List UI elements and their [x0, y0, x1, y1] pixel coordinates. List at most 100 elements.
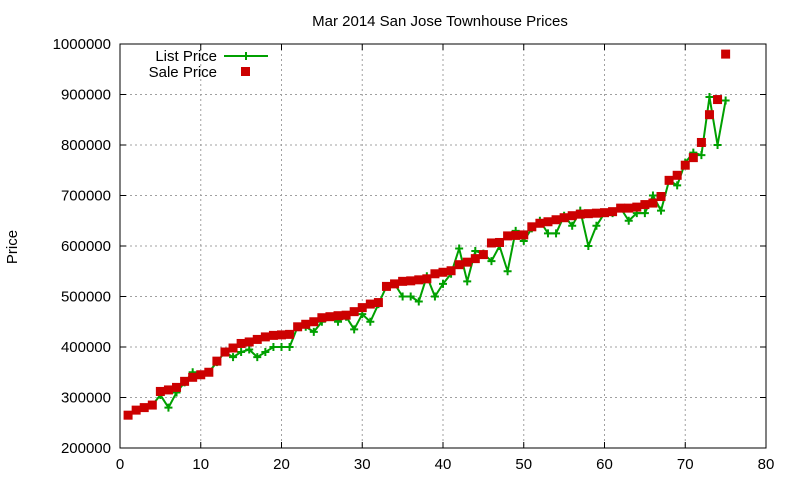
sale-price-point — [244, 337, 254, 347]
sale-price-point — [188, 372, 198, 382]
legend-marker-sale-price — [241, 67, 250, 76]
sale-price-point — [575, 209, 585, 219]
sale-price-point — [446, 266, 456, 276]
sale-price-point — [285, 329, 295, 339]
list-price-point — [657, 206, 666, 215]
list-price-point — [584, 242, 593, 250]
list-price-point — [640, 209, 649, 218]
x-tick-label: 40 — [435, 456, 452, 473]
list-price-point — [648, 191, 657, 200]
sale-price-point — [470, 254, 480, 264]
sale-price-point — [349, 307, 359, 317]
sale-price-point — [196, 370, 206, 380]
y-tick-label: 300000 — [61, 390, 111, 407]
list-price-point — [164, 403, 173, 412]
sale-price-point — [640, 200, 650, 210]
list-price-point — [721, 96, 730, 105]
sale-price-point — [543, 217, 553, 227]
series-layer — [123, 49, 731, 420]
x-tick-label: 70 — [677, 456, 694, 473]
list-price-point — [261, 348, 270, 357]
list-price-point — [229, 353, 238, 362]
sale-price-point — [381, 281, 391, 291]
y-tick-label: 800000 — [61, 137, 111, 154]
list-price-point — [697, 151, 706, 160]
sale-price-point — [268, 330, 278, 340]
sale-price-point — [163, 385, 173, 395]
sale-price-point — [713, 95, 723, 105]
sale-price-point — [624, 203, 634, 213]
sale-price-point — [527, 222, 537, 232]
x-tick-label: 30 — [354, 456, 371, 473]
sale-price-point — [591, 208, 601, 218]
sale-price-point — [309, 317, 319, 327]
sale-price-point — [535, 218, 545, 228]
sale-price-point — [438, 267, 448, 277]
y-tick-label: 200000 — [61, 440, 111, 457]
list-price-point — [245, 345, 254, 354]
sale-price-point — [680, 160, 690, 170]
y-tick-label: 1000000 — [53, 36, 111, 53]
sale-price-point — [656, 192, 666, 202]
legend: List Price Sale Price — [149, 48, 268, 81]
sale-price-point — [559, 213, 569, 223]
x-tick-label: 0 — [116, 456, 124, 473]
sale-price-point — [414, 275, 424, 285]
sale-price-point — [333, 311, 343, 321]
list-price-point — [568, 221, 577, 230]
sale-price-point — [317, 313, 327, 323]
sale-price-point — [212, 356, 222, 366]
sale-price-point — [608, 207, 618, 217]
legend-label-sale-price: Sale Price — [149, 64, 217, 81]
list-price-point — [624, 216, 633, 225]
sale-price-point — [486, 238, 496, 248]
sale-price-point — [503, 231, 513, 241]
sale-price-point — [147, 400, 157, 410]
y-tick-label: 400000 — [61, 339, 111, 356]
list-price-point — [471, 247, 480, 256]
sale-price-point — [583, 209, 593, 219]
y-axis-label: Price — [4, 230, 21, 264]
list-price-point — [705, 93, 714, 102]
sale-price-point — [664, 175, 674, 185]
grid — [120, 44, 766, 448]
x-tick-label: 50 — [515, 456, 532, 473]
sale-price-point — [131, 405, 141, 415]
sale-price-point — [236, 338, 246, 348]
sale-price-point — [180, 376, 190, 386]
sale-price-point — [551, 215, 561, 225]
list-price-point — [253, 353, 262, 362]
list-price-point — [277, 343, 286, 351]
sale-price-point — [220, 347, 230, 357]
list-price-point — [552, 229, 561, 238]
sale-price-point — [672, 170, 682, 180]
sale-price-point — [721, 49, 731, 59]
sale-price-point — [155, 386, 165, 396]
list-price-point — [673, 181, 682, 190]
sale-price-point — [123, 410, 133, 420]
sale-price-point — [260, 332, 270, 342]
y-tick-label: 500000 — [61, 289, 111, 306]
sale-price-point — [301, 319, 311, 329]
legend-marker-list-price — [242, 52, 250, 60]
x-tick-label: 10 — [192, 456, 209, 473]
sale-price-point — [398, 276, 408, 286]
list-price-point — [463, 277, 472, 286]
sale-price-point — [478, 250, 488, 260]
sale-price-point — [704, 110, 714, 120]
sale-price-point — [696, 137, 706, 147]
y-tick-label: 700000 — [61, 188, 111, 205]
list-price-point — [592, 221, 601, 230]
x-tick-label: 80 — [758, 456, 775, 473]
y-tick-label: 900000 — [61, 87, 111, 104]
sale-price-point — [390, 279, 400, 289]
sale-price-point — [325, 312, 335, 322]
sale-price-point — [616, 203, 626, 213]
sale-price-point — [341, 310, 351, 320]
axis-ticks: 0 10 20 30 40 50 60 70 80 200000 300000 400000 50000… — [53, 36, 775, 473]
sale-price-point — [406, 276, 416, 286]
list-price-point — [237, 348, 246, 357]
sale-price-point — [172, 382, 182, 392]
list-price-point — [487, 257, 496, 266]
